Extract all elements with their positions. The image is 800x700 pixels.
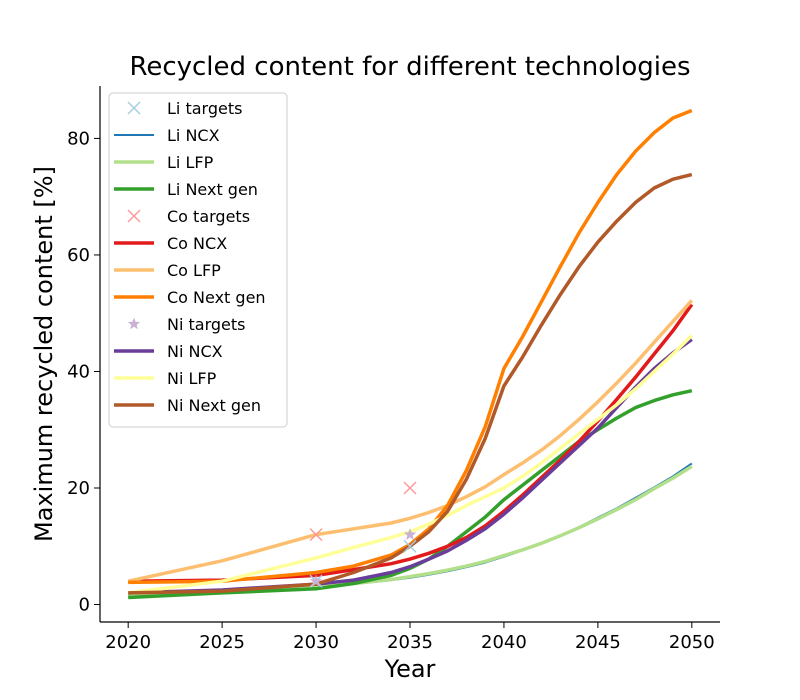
legend-label: Co NCX bbox=[167, 234, 227, 253]
y-tick-label: 0 bbox=[79, 595, 90, 616]
legend-label: Ni targets bbox=[167, 315, 245, 334]
series-line-ni-next-gen bbox=[128, 172, 693, 595]
target-marker-li-targets-stroke bbox=[403, 539, 417, 553]
x-tick-label: 2025 bbox=[199, 632, 245, 653]
y-tick-label: 40 bbox=[67, 361, 90, 382]
legend-label: Ni NCX bbox=[167, 342, 223, 361]
x-tick-label: 2035 bbox=[387, 632, 433, 653]
legend-item-li-targets: Li targets bbox=[127, 99, 242, 118]
y-tick-label: 20 bbox=[67, 478, 90, 499]
legend-frame bbox=[108, 92, 288, 428]
series-line-li-next-gen bbox=[128, 388, 693, 600]
target-marker-ni-targets bbox=[403, 528, 417, 540]
target-marker-co-targets-stroke bbox=[403, 481, 417, 495]
legend-label: Ni LFP bbox=[167, 369, 217, 388]
legend-label: Co Next gen bbox=[167, 288, 266, 307]
legend-items: Li targets Li NCX Li LFP Li Next gen Co targ… bbox=[114, 99, 266, 415]
target-marker-co-targets bbox=[309, 528, 323, 542]
legend-item-li-ncx: Li NCX bbox=[114, 126, 220, 145]
x-tick-label: 2045 bbox=[575, 632, 621, 653]
legend-item-ni-lfp: Ni LFP bbox=[114, 369, 217, 388]
legend-swatch-stroke bbox=[127, 101, 141, 115]
legend-item-co-lfp: Co LFP bbox=[114, 261, 221, 280]
legend-item-li-lfp: Li LFP bbox=[114, 153, 214, 172]
legend-item-ni-next-gen: Ni Next gen bbox=[114, 396, 261, 415]
legend-item-co-targets: Co targets bbox=[127, 207, 250, 226]
legend: Li targets Li NCX Li LFP Li Next gen Co targ… bbox=[108, 92, 288, 428]
target-marker-ni-targets bbox=[309, 574, 323, 587]
legend-label: Li LFP bbox=[167, 153, 214, 172]
legend-item-co-next-gen: Co Next gen bbox=[114, 288, 266, 307]
legend-swatch bbox=[127, 317, 141, 330]
y-axis-label: Maximum recycled content [%] bbox=[30, 166, 58, 542]
x-tick-label: 2020 bbox=[105, 632, 151, 653]
legend-swatch bbox=[127, 209, 141, 223]
y-tick-label: 60 bbox=[67, 245, 90, 266]
legend-item-li-next-gen: Li Next gen bbox=[114, 180, 258, 199]
x-tick-label: 2040 bbox=[481, 632, 527, 653]
legend-label: Li targets bbox=[167, 99, 242, 118]
series-line-ni-lfp bbox=[127, 334, 694, 595]
legend-label: Li NCX bbox=[167, 126, 220, 145]
legend-label: Co LFP bbox=[167, 261, 221, 280]
x-axis-label: Year bbox=[384, 655, 436, 683]
x-tick-label: 2030 bbox=[293, 632, 339, 653]
target-marker-li-targets bbox=[403, 539, 417, 553]
series-layer bbox=[127, 108, 694, 600]
legend-item-ni-ncx: Ni NCX bbox=[114, 342, 223, 361]
legend-swatch bbox=[127, 101, 141, 115]
legend-item-ni-targets: Ni targets bbox=[127, 315, 245, 334]
x-tick-label: 2050 bbox=[669, 632, 715, 653]
legend-label: Ni Next gen bbox=[167, 396, 261, 415]
target-marker-co-targets-stroke bbox=[309, 528, 323, 542]
series-line-co-lfp bbox=[127, 299, 694, 583]
target-marker-co-targets bbox=[403, 481, 417, 495]
chart-title: Recycled content for different technolog… bbox=[129, 52, 690, 82]
legend-swatch-stroke bbox=[127, 209, 141, 223]
legend-item-co-ncx: Co NCX bbox=[114, 234, 227, 253]
legend-label: Co targets bbox=[167, 207, 250, 226]
y-tick-label: 80 bbox=[67, 128, 90, 149]
legend-label: Li Next gen bbox=[167, 180, 258, 199]
series-line-co-next-gen bbox=[128, 108, 693, 585]
